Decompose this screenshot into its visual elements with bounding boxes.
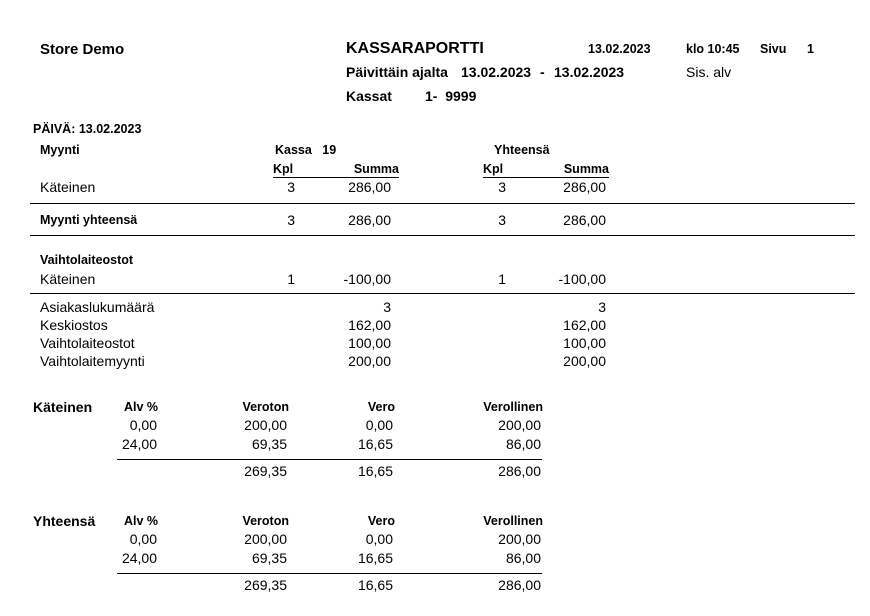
vat-cell: 86,00 [505, 436, 541, 452]
stat-value: 162,00 [348, 317, 391, 333]
page-label: Sivu [760, 42, 787, 56]
vat-header: Verollinen [483, 400, 543, 414]
vat-total-cell: 16,65 [357, 577, 393, 593]
vat-header: Vero [367, 514, 395, 528]
registers-range: 1- 9999 [425, 88, 477, 104]
vat-cell: 16,65 [357, 436, 393, 452]
vat-cell: 69,35 [251, 550, 287, 566]
period-separator: - [540, 64, 545, 80]
exchange-heading: Vaihtolaiteostot [40, 253, 134, 267]
day-heading: PÄIVÄ: 13.02.2023 [33, 122, 142, 136]
report-time: klo 10:45 [686, 42, 740, 56]
vat-cell: 24,00 [121, 436, 157, 452]
vat-cell: 16,65 [357, 550, 393, 566]
report-title: KASSARAPORTTI [346, 40, 484, 57]
divider-line [117, 573, 542, 574]
vat-total-cell: 286,00 [498, 577, 541, 593]
vat-cell: 0,00 [365, 417, 393, 433]
vat-total-title: Yhteensä [33, 513, 96, 529]
exchange-row-label: Käteinen [40, 271, 96, 287]
sales-heading: Myynti [40, 143, 80, 157]
stat-label: Keskiostos [40, 317, 108, 333]
page-number: 1 [807, 42, 814, 56]
stat-label: Vaihtolaiteostot [40, 335, 135, 351]
divider-line [483, 177, 609, 178]
exchange-row-qty: 1 [287, 271, 295, 287]
vat-header: Alv % [123, 400, 158, 414]
stat-value: 100,00 [348, 335, 391, 351]
vat-total-cell: 269,35 [244, 577, 287, 593]
stat-total: 3 [598, 299, 606, 315]
vat-cell: 200,00 [244, 531, 287, 547]
exchange-row-total-qty: 1 [498, 271, 506, 287]
stat-label: Asiakaslukumäärä [40, 299, 155, 315]
vat-cell: 0,00 [129, 531, 157, 547]
vat-cell: 24,00 [121, 550, 157, 566]
vat-cell: 200,00 [498, 531, 541, 547]
sales-row-qty: 3 [287, 179, 295, 195]
report-date: 13.02.2023 [588, 42, 651, 56]
vat-cell: 0,00 [365, 531, 393, 547]
divider-line [273, 177, 399, 178]
registers-label: Kassat [346, 88, 392, 104]
col-qty: Kpl [273, 162, 294, 176]
stat-value: 3 [383, 299, 391, 315]
vat-cell: 200,00 [244, 417, 287, 433]
vat-total-cell: 269,35 [244, 463, 287, 479]
sales-row-total-qty: 3 [498, 179, 506, 195]
stat-label: Vaihtolaitemyynti [40, 353, 145, 369]
stat-value: 200,00 [348, 353, 391, 369]
divider-line [117, 459, 542, 460]
stat-total: 162,00 [563, 317, 606, 333]
sales-total-total-sum: 286,00 [563, 212, 606, 228]
stat-total: 100,00 [563, 335, 606, 351]
sales-total-label: Myynti yhteensä [40, 213, 138, 227]
sales-total-qty: 3 [287, 212, 295, 228]
stat-total: 200,00 [563, 353, 606, 369]
sales-row-total-sum: 286,00 [563, 179, 606, 195]
col-total-qty: Kpl [483, 162, 504, 176]
period-label: Päivittäin ajalta [346, 64, 448, 80]
vat-header: Veroton [242, 400, 289, 414]
vat-header: Verollinen [483, 514, 543, 528]
vat-header: Veroton [242, 514, 289, 528]
period-to: 13.02.2023 [554, 64, 625, 80]
exchange-row-total-sum: -100,00 [558, 271, 606, 287]
vat-total-cell: 16,65 [357, 463, 393, 479]
store-name: Store Demo [40, 41, 125, 58]
divider-line [30, 203, 855, 204]
period-from: 13.02.2023 [461, 64, 532, 80]
exchange-row-sum: -100,00 [343, 271, 391, 287]
vat-mode: Sis. alv [686, 64, 732, 80]
vat-cell: 200,00 [498, 417, 541, 433]
vat-cell: 0,00 [129, 417, 157, 433]
vat-header: Vero [367, 400, 395, 414]
vat-header: Alv % [123, 514, 158, 528]
vat-cell: 86,00 [505, 550, 541, 566]
vat-cash-title: Käteinen [33, 399, 93, 415]
col-total-sum: Summa [563, 162, 609, 176]
vat-cell: 69,35 [251, 436, 287, 452]
col-sum: Summa [353, 162, 399, 176]
total-label: Yhteensä [494, 143, 550, 157]
sales-row-sum: 286,00 [348, 179, 391, 195]
divider-line [30, 293, 855, 294]
register-label: Kassa 19 [275, 143, 337, 157]
vat-total-cell: 286,00 [498, 463, 541, 479]
sales-row-label: Käteinen [40, 179, 96, 195]
sales-total-sum: 286,00 [348, 212, 391, 228]
divider-line [30, 235, 855, 236]
sales-total-total-qty: 3 [498, 212, 506, 228]
